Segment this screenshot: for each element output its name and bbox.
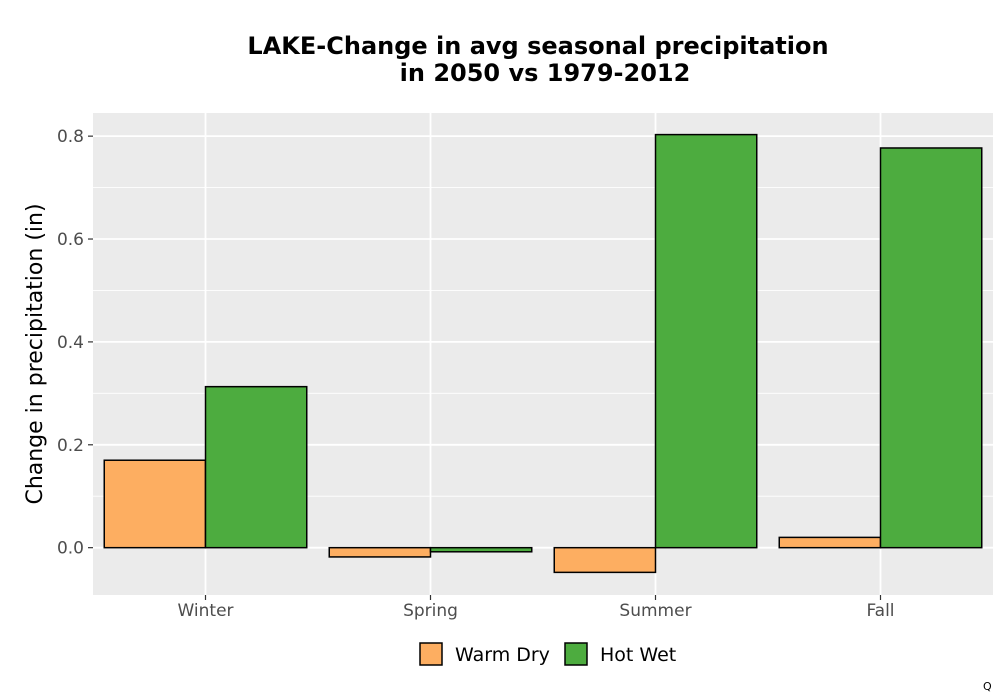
bars [103, 133, 983, 574]
x-tick-label: Fall [866, 601, 894, 621]
x-tick-label: Spring [403, 601, 458, 621]
legend-label: Warm Dry [455, 644, 550, 666]
x-axis: Winter Spring Summer Fall [177, 595, 895, 621]
bar-hot-wet-summer [654, 133, 758, 549]
y-axis: 0.0 0.2 0.4 0.6 0.8 [57, 127, 93, 559]
y-tick-label: 0.4 [57, 333, 84, 353]
bar-hot-wet-spring [429, 546, 533, 553]
y-tick-label: 0.2 [57, 436, 84, 456]
chart-title-line-2: in 2050 vs 1979-2012 [400, 59, 691, 87]
y-tick-label: 0.6 [57, 230, 84, 250]
chart-title-line-1: LAKE-Change in avg seasonal precipitatio… [247, 32, 828, 60]
y-tick-label: 0.8 [57, 127, 84, 147]
legend-label: Hot Wet [600, 644, 676, 666]
bar-hot-wet-winter [204, 385, 308, 549]
bar-warm-dry-summer [553, 546, 657, 574]
legend: Warm Dry Hot Wet [419, 642, 676, 666]
y-axis-title: Change in precipitation (in) [23, 203, 48, 504]
legend-key-warm-dry [419, 642, 443, 666]
legend-key-hot-wet [564, 642, 588, 666]
x-tick-label: Winter [177, 601, 233, 621]
y-tick-label: 0.0 [57, 539, 84, 559]
bar-warm-dry-spring [328, 546, 432, 558]
bar-warm-dry-fall [778, 536, 882, 549]
corner-mark: Q [983, 680, 992, 693]
bar-warm-dry-winter [103, 459, 207, 549]
chart-title: LAKE-Change in avg seasonal precipitatio… [247, 32, 828, 87]
x-tick-label: Summer [619, 601, 691, 621]
bar-hot-wet-fall [879, 147, 983, 549]
